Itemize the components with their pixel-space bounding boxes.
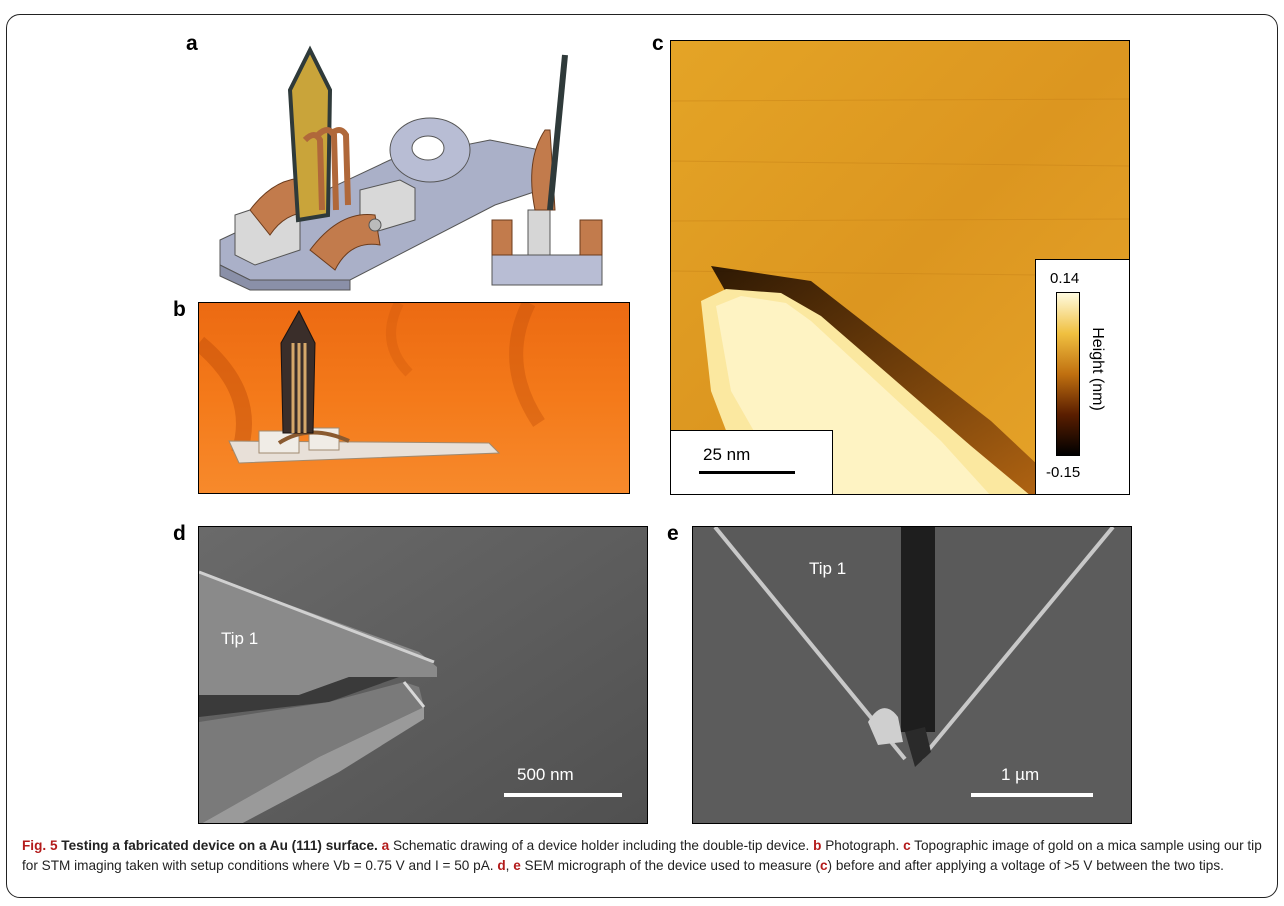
caption-letter-b: b <box>813 838 822 853</box>
device-holder-drawing <box>219 45 603 291</box>
panel-c-stm-image: 0.14 -0.15 Height (nm) 25 nm <box>670 40 1130 495</box>
colorbar-box: 0.14 -0.15 Height (nm) <box>1035 259 1129 494</box>
caption-letter-c: c <box>903 838 911 853</box>
caption-setup-conditions: Vb = 0.75 V and I = 50 pA. <box>333 858 494 873</box>
panel-letter-e: e <box>667 522 679 545</box>
panel-letter-d: d <box>173 522 186 545</box>
panel-letter-a: a <box>186 32 198 55</box>
scale-bar-label-e: 1 µm <box>1001 765 1040 784</box>
caption-ref-c: c <box>819 858 828 873</box>
colorbar-min-label: -0.15 <box>1046 464 1081 481</box>
scale-bar-c <box>699 471 795 474</box>
colorbar-max-label: 0.14 <box>1050 270 1080 287</box>
device-photo <box>199 303 629 493</box>
caption-text-b: Photograph. <box>825 838 900 853</box>
scale-bar-d <box>504 793 622 797</box>
panel-letter-c: c <box>652 32 664 55</box>
panel-a-schematic <box>210 40 630 295</box>
tip-label-d: Tip 1 <box>221 629 259 648</box>
caption-text-a: Schematic drawing of a device holder inc… <box>392 838 810 853</box>
colorbar-gradient <box>1056 292 1080 456</box>
caption-letter-d: d <box>497 858 506 873</box>
colorbar-title: Height (nm) <box>1089 327 1106 411</box>
caption-text-de-1: SEM micrograph of the device used to mea… <box>524 858 820 873</box>
caption-sep: , <box>505 858 510 873</box>
caption-text-de-2: ) before and after applying a voltage of… <box>827 858 1224 873</box>
scale-bar-box: 25 nm <box>671 430 833 494</box>
panel-letter-b: b <box>173 298 186 321</box>
figure-caption: Fig. 5 Testing a fabricated device on a … <box>22 836 1272 876</box>
panel-b-photograph <box>198 302 630 494</box>
scale-bar-label-c: 25 nm <box>703 445 751 464</box>
tip-label-e: Tip 1 <box>809 559 847 578</box>
scale-bar-label-d: 500 nm <box>517 765 574 784</box>
sem-image-d <box>199 527 647 823</box>
scale-bar-e <box>971 793 1093 797</box>
caption-fig-label: Fig. 5 <box>22 838 58 853</box>
caption-letter-a: a <box>381 838 390 853</box>
panel-e-sem: Tip 1 1 µm <box>692 526 1132 824</box>
panel-d-sem: Tip 1 500 nm <box>198 526 648 824</box>
caption-title: Testing a fabricated device on a Au (111… <box>61 838 378 853</box>
caption-text-c: Topographic image of gold on a mica samp… <box>22 838 1262 873</box>
caption-letter-e: e <box>513 858 521 873</box>
figure-frame <box>6 14 1278 898</box>
sem-image-e <box>693 527 1131 823</box>
